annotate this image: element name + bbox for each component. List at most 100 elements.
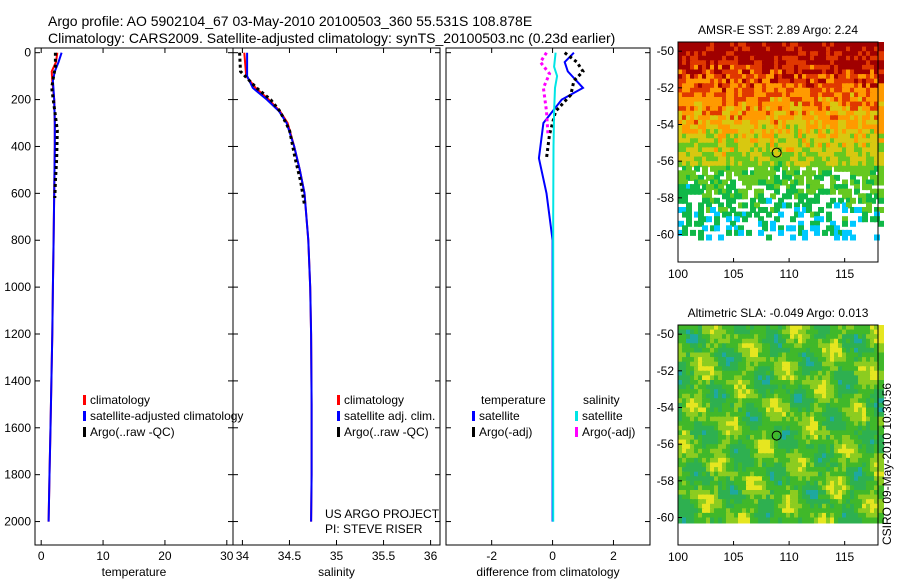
map-cell — [850, 92, 856, 99]
map-cell — [822, 42, 828, 48]
map-cell — [682, 97, 688, 103]
map-cell — [678, 170, 684, 177]
map-cell — [870, 46, 876, 53]
map-cell — [686, 97, 692, 103]
map-cell — [826, 124, 832, 131]
map-cell — [794, 60, 800, 67]
map-cell — [838, 457, 844, 464]
map-cell — [858, 147, 864, 154]
legend-label: Argo(-adj) — [479, 425, 532, 439]
map-cell — [870, 138, 876, 145]
map-cell — [774, 448, 780, 455]
map-cell — [818, 106, 824, 113]
map-cell — [878, 334, 884, 341]
map-cell — [794, 138, 800, 145]
map-cell — [682, 389, 688, 396]
map-cell — [754, 60, 760, 67]
map-cell — [794, 334, 800, 341]
map-cell — [778, 101, 784, 108]
map-cell — [874, 499, 880, 506]
map-cell — [758, 352, 764, 359]
map-cell — [738, 485, 744, 492]
map-cell — [678, 161, 684, 168]
map-cell — [810, 124, 816, 131]
map-cell — [762, 170, 768, 177]
map-cell — [850, 407, 856, 414]
map-cell — [858, 453, 864, 460]
map-cell — [758, 361, 764, 368]
map-cell — [874, 119, 880, 126]
map-cell — [774, 174, 780, 181]
map-cell — [742, 343, 748, 350]
map-cell — [766, 389, 772, 396]
map-cell — [818, 74, 824, 81]
map-cell — [766, 453, 772, 460]
map-cell — [758, 370, 764, 377]
map-cell — [834, 508, 840, 515]
map-cell — [758, 457, 764, 464]
map-cell — [862, 87, 868, 94]
map-cell — [706, 78, 712, 85]
map-cell — [758, 343, 764, 350]
map-cell — [734, 407, 740, 414]
map-cell — [754, 375, 760, 382]
map-cell — [778, 119, 784, 126]
map-cell — [814, 448, 820, 455]
map-cell — [754, 421, 760, 428]
map-cell — [774, 512, 780, 519]
map-cell — [694, 380, 700, 386]
map-cell — [738, 193, 744, 200]
map-cell — [818, 499, 824, 506]
map-cell — [790, 129, 796, 136]
map-cell — [758, 357, 764, 364]
map-cell — [874, 234, 880, 241]
map-cell — [714, 402, 720, 409]
map-cell — [690, 485, 696, 492]
map-cell — [858, 425, 864, 432]
map-cell — [842, 480, 848, 487]
map-cell — [794, 402, 800, 409]
map-cell — [874, 494, 880, 501]
map-cell — [778, 439, 784, 446]
map-cell — [758, 188, 764, 195]
map-cell — [710, 357, 716, 364]
map-cell — [690, 138, 696, 145]
map-cell — [754, 97, 760, 103]
map-cell — [714, 216, 720, 223]
map-cell — [810, 366, 816, 373]
map-cell — [750, 407, 756, 414]
map-cell — [758, 402, 764, 409]
map-cell — [854, 60, 860, 67]
map-cell — [826, 60, 832, 67]
map-cell — [842, 412, 848, 419]
map-cell — [750, 64, 756, 71]
map-cell — [830, 87, 836, 94]
map-cell — [678, 490, 684, 496]
map-cell — [866, 435, 872, 441]
map-cell — [838, 494, 844, 501]
map-cell — [754, 467, 760, 474]
map-cell — [866, 448, 872, 455]
map-cell — [742, 156, 748, 163]
map-cell — [866, 467, 872, 474]
map-cell — [766, 78, 772, 85]
map-cell — [770, 179, 776, 186]
map-cell — [718, 430, 724, 437]
map-cell — [694, 416, 700, 423]
map-cell — [754, 338, 760, 345]
map-cell — [710, 393, 716, 400]
map-cell — [798, 490, 804, 496]
map-cell — [738, 407, 744, 414]
map-cell — [866, 142, 872, 149]
map-cell — [866, 133, 872, 140]
map-cell — [678, 480, 684, 487]
map-cell — [862, 179, 868, 186]
map-cell — [850, 412, 856, 419]
map-cell — [786, 352, 792, 359]
map-cell — [790, 457, 796, 464]
map-cell — [874, 152, 880, 158]
map-cell — [794, 193, 800, 200]
map-cell — [750, 480, 756, 487]
map-cell — [746, 361, 752, 368]
